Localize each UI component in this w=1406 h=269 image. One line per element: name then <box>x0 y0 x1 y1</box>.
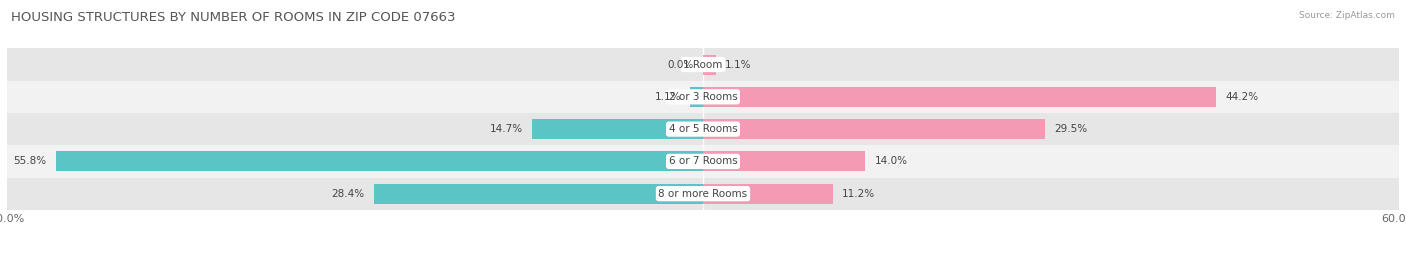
Text: 29.5%: 29.5% <box>1054 124 1088 134</box>
Text: 14.0%: 14.0% <box>875 156 908 167</box>
Text: Source: ZipAtlas.com: Source: ZipAtlas.com <box>1299 11 1395 20</box>
Bar <box>703 87 1216 107</box>
Text: 4 or 5 Rooms: 4 or 5 Rooms <box>669 124 737 134</box>
Bar <box>7 81 1399 113</box>
Text: 1.1%: 1.1% <box>654 92 681 102</box>
Bar <box>533 119 703 139</box>
Bar <box>7 48 1399 81</box>
Text: 1 Room: 1 Room <box>683 59 723 70</box>
Text: 14.7%: 14.7% <box>491 124 523 134</box>
Text: HOUSING STRUCTURES BY NUMBER OF ROOMS IN ZIP CODE 07663: HOUSING STRUCTURES BY NUMBER OF ROOMS IN… <box>11 11 456 24</box>
Text: 44.2%: 44.2% <box>1225 92 1258 102</box>
Text: 0.0%: 0.0% <box>668 59 693 70</box>
Text: 55.8%: 55.8% <box>13 156 46 167</box>
Bar <box>703 119 1045 139</box>
Text: 2 or 3 Rooms: 2 or 3 Rooms <box>669 92 737 102</box>
Bar <box>703 184 832 204</box>
Bar <box>7 113 1399 145</box>
Text: 6 or 7 Rooms: 6 or 7 Rooms <box>669 156 737 167</box>
Bar <box>690 87 703 107</box>
Text: 1.1%: 1.1% <box>725 59 752 70</box>
Bar <box>703 55 716 75</box>
Bar <box>56 151 703 171</box>
Bar <box>374 184 703 204</box>
Text: 11.2%: 11.2% <box>842 189 876 199</box>
Bar <box>703 151 866 171</box>
Bar <box>7 145 1399 178</box>
Bar <box>7 178 1399 210</box>
Text: 8 or more Rooms: 8 or more Rooms <box>658 189 748 199</box>
Text: 28.4%: 28.4% <box>332 189 364 199</box>
